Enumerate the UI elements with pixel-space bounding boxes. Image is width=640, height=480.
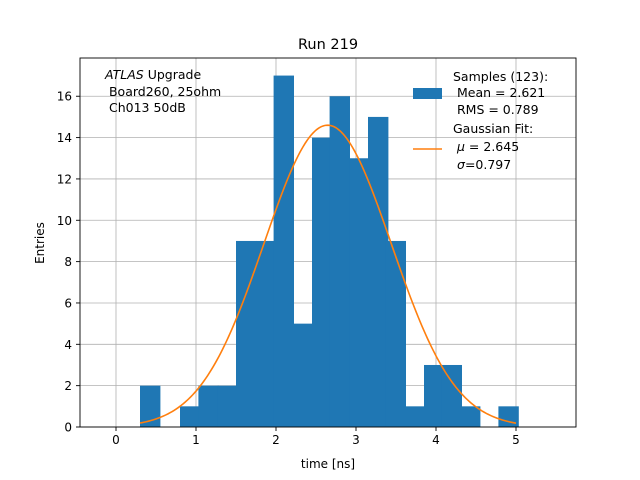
histogram-bar [236,240,257,427]
histogram-bar [273,75,294,428]
histogram-bar [404,406,425,427]
plot-frame [79,57,577,428]
legend-samples-patch [413,88,442,99]
histogram-bar [349,158,370,427]
legend-mu-symbol: μ [456,139,465,154]
histogram-bar [256,240,277,427]
x-tick-label: 3 [352,433,360,447]
legend-sigma-symbol: σ [457,157,466,172]
annotation-experiment-suffix: Upgrade [144,67,202,82]
y-tick-label: 4 [64,338,72,352]
y-tick-label: 10 [57,214,72,228]
histogram-bar [140,385,161,427]
histogram-bar [441,364,462,427]
legend-mu-value: = 2.645 [465,139,519,154]
legend-samples-rms: RMS = 0.789 [453,102,539,117]
annotation-line-2: Board260, 25ohm [105,84,221,99]
histogram-bar [424,364,445,427]
histogram-bar [312,137,333,427]
y-tick-label: 14 [57,131,72,145]
y-axis-ticks: 0 2 4 6 8 10 12 14 16 [57,90,80,435]
x-tick-label: 1 [192,433,200,447]
legend-fit-mu: μ = 2.645 [456,139,519,154]
annotation-line-1: ATLAS Upgrade [104,67,201,82]
x-tick-label: 0 [112,433,120,447]
histogram-bar [292,323,313,427]
atlas-annotation: ATLAS Upgrade Board260, 25ohm Ch013 50dB [104,67,221,115]
gaussian-fit-curve [139,124,517,424]
histogram-bar [198,385,219,427]
histogram-bar [368,116,389,428]
histogram-bar [498,406,519,427]
histogram-bar [460,406,481,427]
y-tick-label: 12 [57,172,72,186]
histogram-bar [329,96,350,427]
histogram-bars [140,75,519,428]
histogram-bar [385,240,406,427]
y-axis-label: Entries [33,222,47,264]
x-tick-label: 2 [272,433,280,447]
legend-sigma-value: =0.797 [465,157,511,172]
histogram-bar [217,385,238,427]
y-tick-label: 6 [64,296,72,310]
y-tick-label: 2 [64,379,72,393]
legend-samples-title: Samples (123): [453,69,548,84]
chart-title: Run 219 [298,37,358,53]
annotation-line-3: Ch013 50dB [105,100,186,115]
legend-fit-sigma: σ=0.797 [457,157,511,172]
x-axis-ticks: 0 1 2 3 4 5 [112,427,520,447]
annotation-experiment: ATLAS [104,67,144,82]
y-tick-label: 16 [57,90,72,104]
legend: Samples (123): Mean = 2.621 RMS = 0.789 … [413,69,548,172]
x-tick-label: 5 [512,433,520,447]
legend-samples-mean: Mean = 2.621 [453,85,545,100]
y-tick-label: 8 [64,255,72,269]
x-axis-label: time [ns] [301,457,355,471]
y-tick-label: 0 [64,421,72,435]
x-tick-label: 4 [432,433,440,447]
legend-fit-title: Gaussian Fit: [453,121,533,136]
histogram-bar [180,406,201,427]
